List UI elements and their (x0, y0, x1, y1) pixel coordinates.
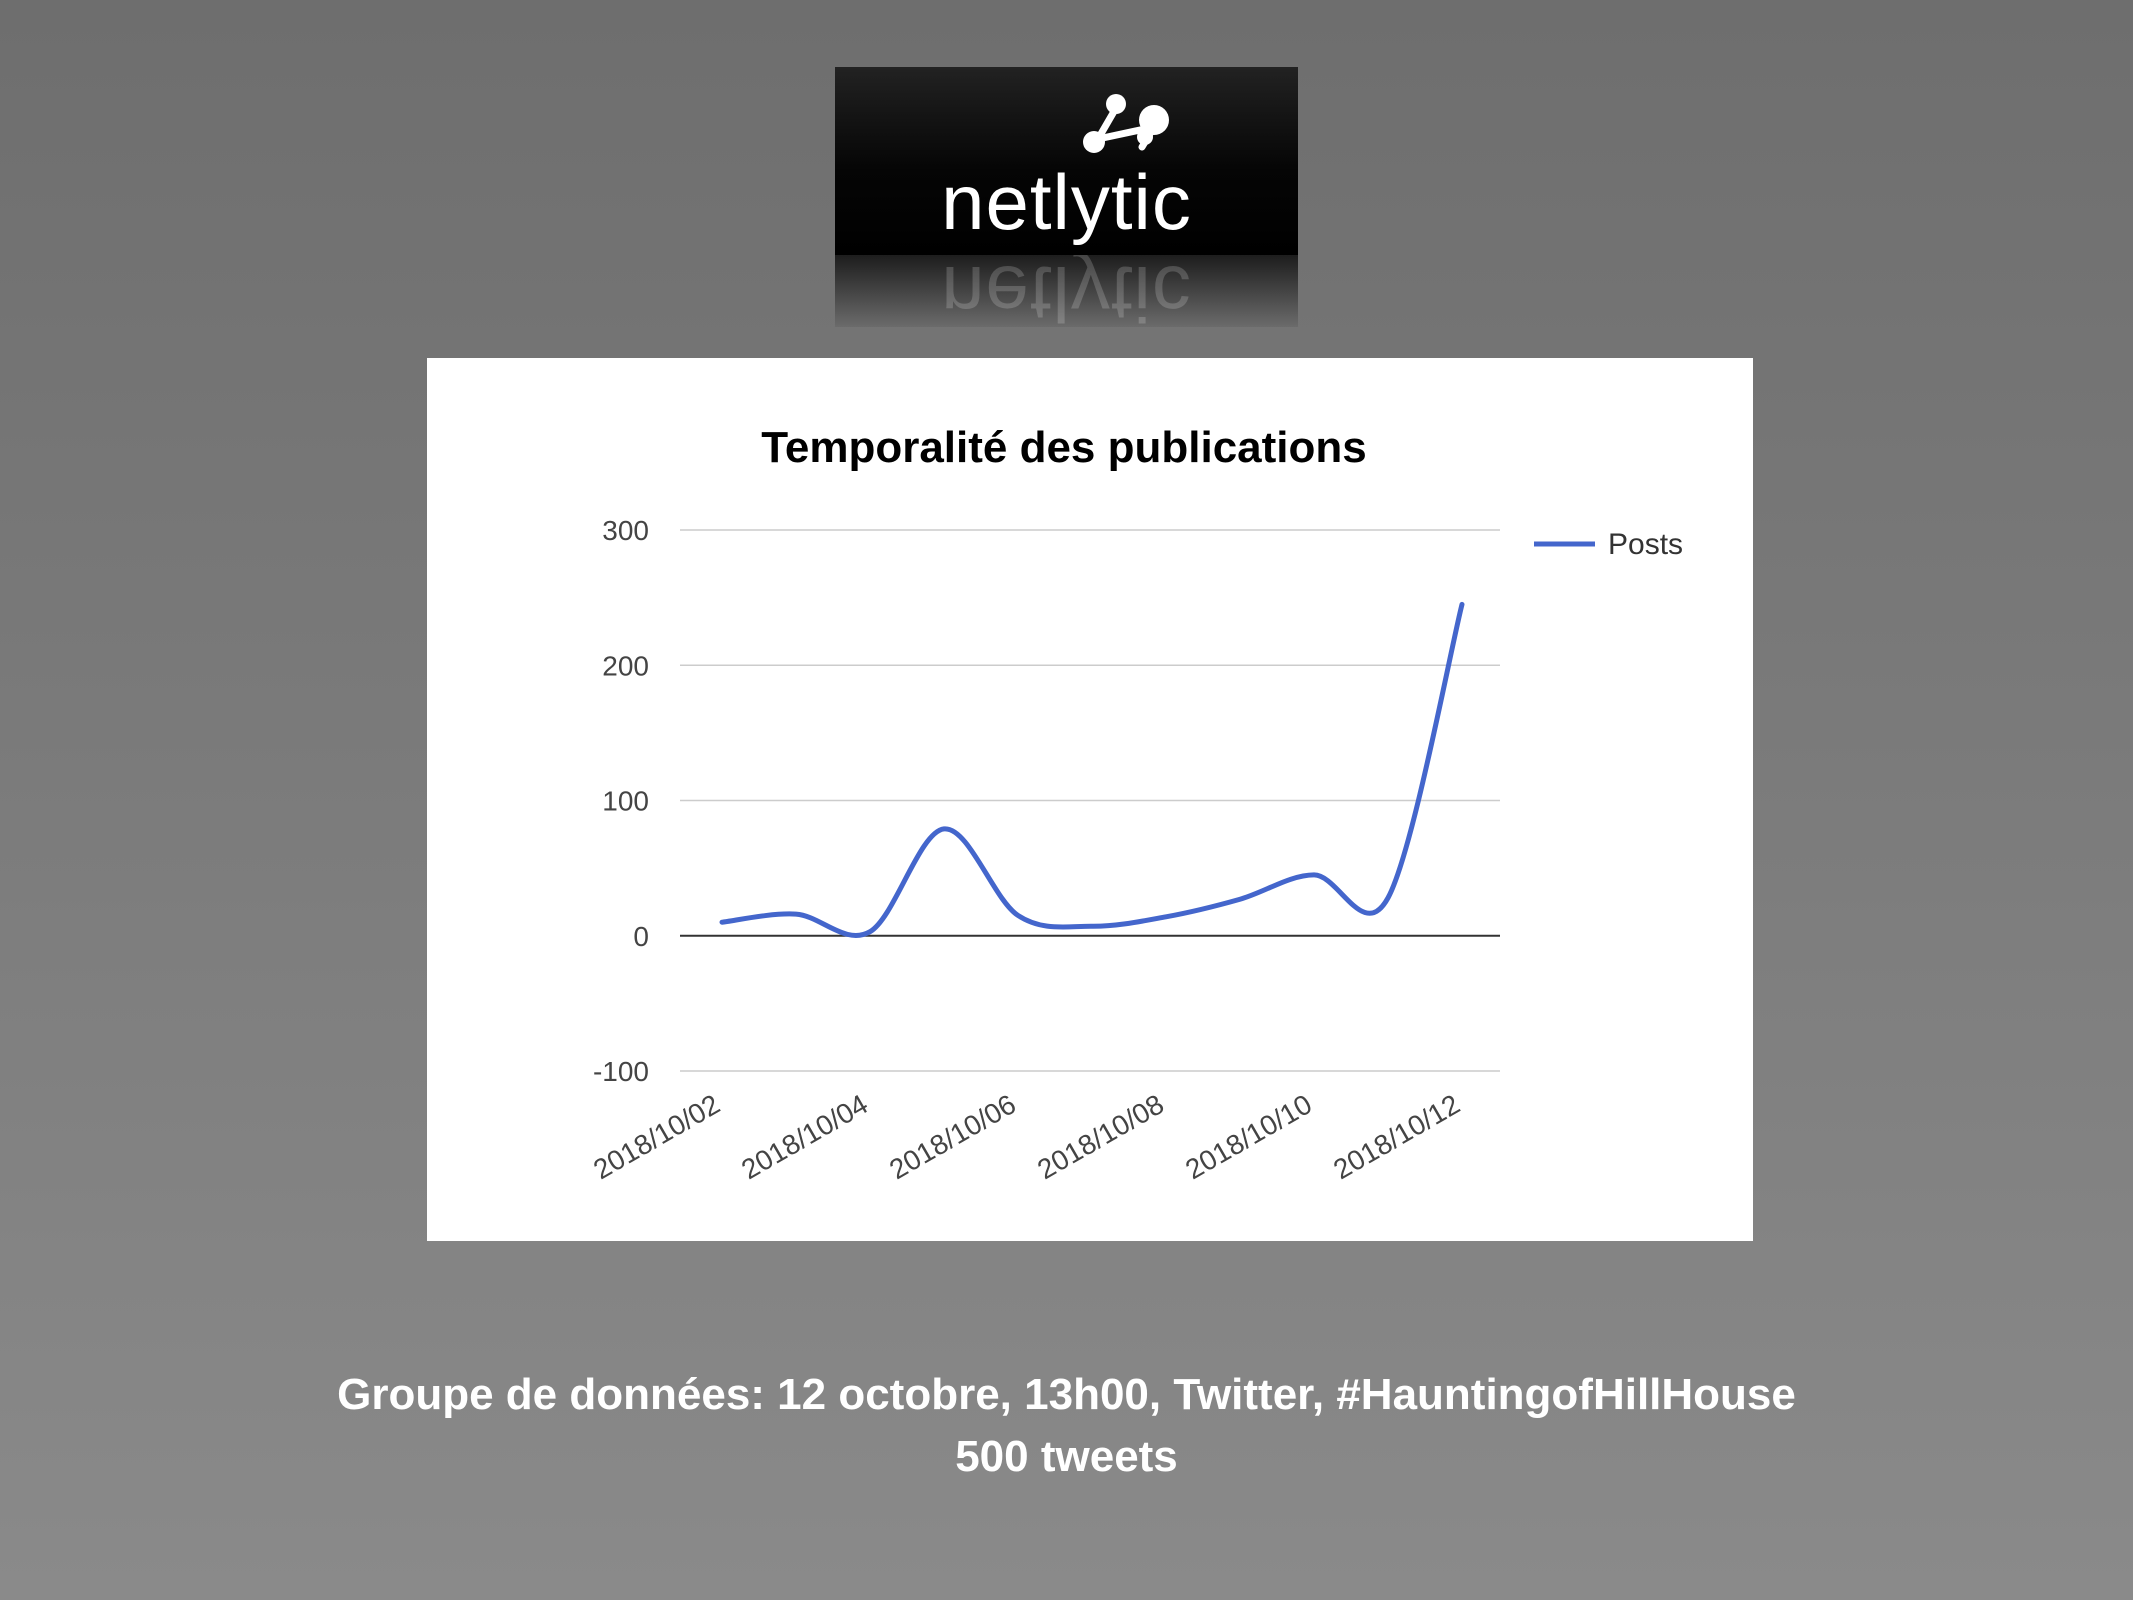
chart-card: Temporalité des publications 300 200 100 0 -… (427, 358, 1753, 1241)
series-line-posts (719, 601, 1465, 938)
x-tick-label: 2018/10/06 (884, 1088, 1021, 1185)
x-axis-ticks: 2018/10/02 2018/10/04 2018/10/06 2018/10/08… (588, 1088, 1465, 1185)
logo-reflection: netlytic (835, 255, 1298, 327)
logo-text: netlytic (941, 158, 1192, 246)
netlytic-logo: netlytic netlytic (835, 67, 1298, 327)
network-nodes-icon (1083, 94, 1169, 153)
y-tick-label: 200 (602, 650, 649, 681)
x-tick-label: 2018/10/10 (1180, 1088, 1317, 1185)
chart-title: Temporalité des publications (761, 423, 1367, 472)
posts-line-chart: Temporalité des publications 300 200 100 0 -… (588, 423, 1683, 1185)
y-tick-label: -100 (593, 1056, 649, 1087)
logo-reflection-text: netlytic (941, 255, 1192, 327)
caption-dataset: Groupe de données: 12 octobre, 13h00, Tw… (337, 1370, 1796, 1419)
legend-label-posts: Posts (1608, 528, 1683, 561)
caption-tweet-count: 500 tweets (955, 1432, 1178, 1481)
y-axis-ticks: 300 200 100 0 -100 (593, 515, 649, 1087)
series-lines (719, 601, 1465, 938)
y-tick-label: 100 (602, 786, 649, 817)
x-tick-label: 2018/10/12 (1328, 1088, 1465, 1185)
y-tick-label: 300 (602, 515, 649, 546)
x-tick-label: 2018/10/08 (1032, 1088, 1169, 1185)
logo-panel: netlytic (835, 67, 1298, 255)
x-tick-label: 2018/10/02 (588, 1088, 725, 1185)
x-tick-label: 2018/10/04 (736, 1088, 873, 1185)
gridlines (680, 529, 1500, 1072)
y-tick-label: 0 (633, 921, 649, 952)
chart-legend: Posts (1534, 528, 1683, 561)
